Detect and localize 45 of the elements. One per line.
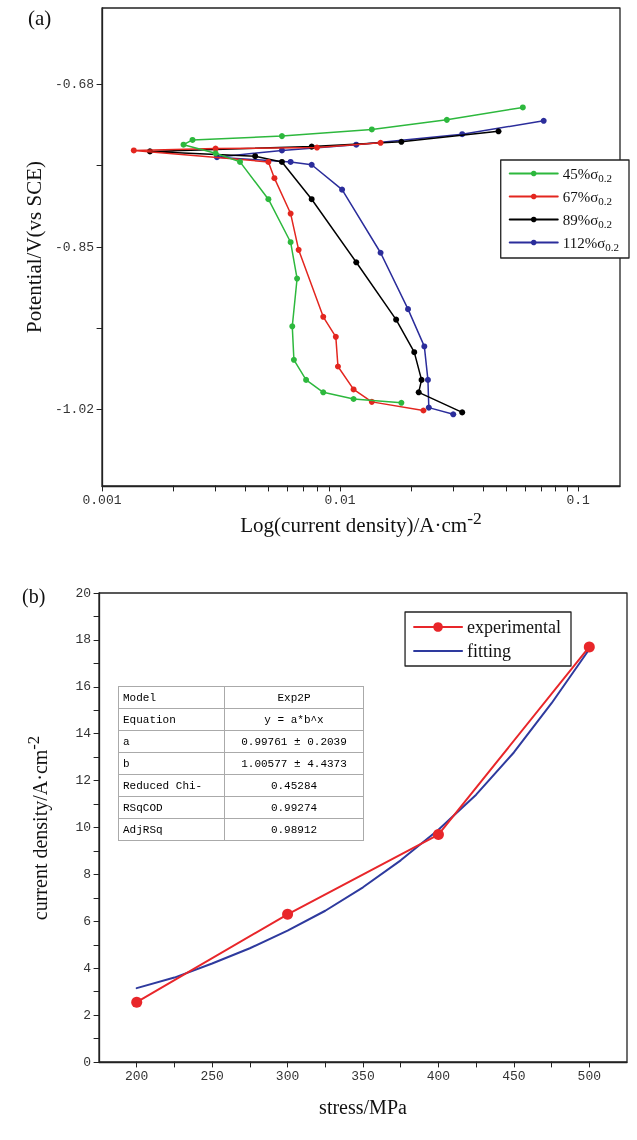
annotation: 1.00577 ± 4.4373	[224, 752, 364, 775]
x-axis-title: Log(current density)/A·cm$^{-2}$	[240, 508, 482, 538]
y-tick-label: 18	[75, 632, 91, 648]
y-tick-label: 20	[75, 585, 91, 601]
y-tick-label: 16	[75, 679, 91, 695]
x-tick-label: 400	[426, 1069, 451, 1084]
x-tick-label: 0.1	[566, 493, 590, 508]
text: (a)	[28, 6, 52, 31]
annotation: Model	[118, 686, 225, 709]
y-tick-label: 12	[75, 773, 91, 789]
text: (b)	[22, 585, 46, 608]
x-tick-label: 250	[200, 1069, 224, 1084]
annotation: y = a*b^x	[224, 708, 364, 731]
annotation: Exp2P	[224, 686, 364, 709]
x-tick-label: 0.01	[324, 493, 356, 508]
y-tick-label: -1.02	[54, 402, 94, 418]
annotation: 0.99761 ± 0.2039	[224, 730, 364, 753]
y-tick-label: 6	[83, 913, 91, 929]
y-tick-label: 10	[75, 820, 91, 835]
annotation: 0.99274	[224, 796, 364, 819]
legend-label: fitting	[467, 641, 512, 661]
x-axis-title: stress/MPa	[319, 1096, 407, 1119]
annotation: a	[118, 730, 225, 753]
annotation: b	[118, 752, 225, 775]
annotation: AdjRSq	[118, 818, 225, 841]
annotation: 0.98912	[224, 818, 364, 841]
y-tick-label: 8	[83, 866, 91, 882]
y-tick-label: 0	[83, 1054, 91, 1070]
annotation: Reduced Chi-	[118, 774, 225, 797]
legend-label: experimental	[467, 617, 562, 637]
x-tick-label: 350	[351, 1069, 375, 1084]
x-tick-label: 500	[577, 1069, 601, 1084]
y-tick-label: 2	[83, 1007, 91, 1023]
y-tick-label: 14	[75, 726, 92, 742]
y-tick-label: -0.85	[54, 239, 94, 255]
annotation: RSqCOD	[118, 796, 225, 819]
x-tick-label: 450	[502, 1069, 526, 1084]
y-tick-label: 4	[83, 960, 92, 976]
x-tick-label: 200	[125, 1069, 149, 1084]
annotation: 0.45284	[224, 774, 364, 797]
annotation: Equation	[118, 708, 225, 731]
x-tick-label: 0.001	[82, 493, 122, 508]
y-axis-title: Potential/V(vs SCE)	[21, 160, 47, 334]
y-tick-label: -0.68	[54, 76, 94, 92]
x-tick-label: 300	[275, 1069, 300, 1084]
